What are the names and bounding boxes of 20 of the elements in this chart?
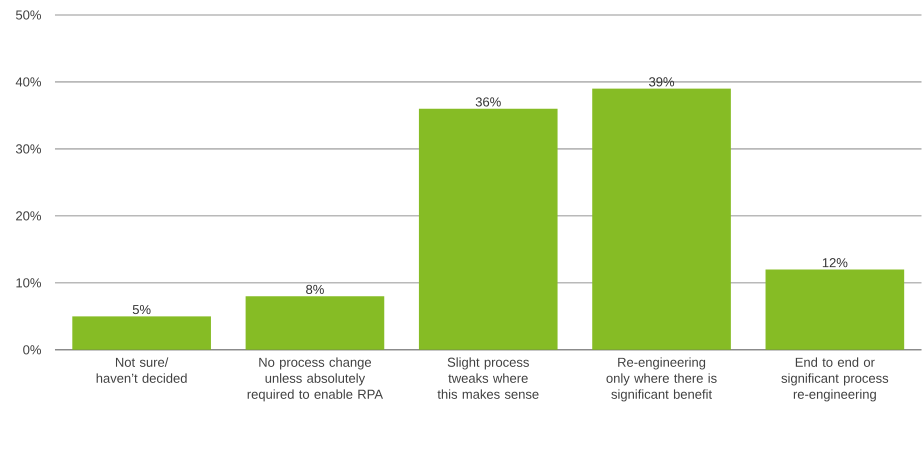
bar xyxy=(766,270,904,350)
data-label: 8% xyxy=(306,284,324,294)
y-tick-label: 50% xyxy=(16,10,41,20)
data-label: 36% xyxy=(476,97,501,107)
y-tick-label: 40% xyxy=(16,77,41,87)
y-tick-label: 0% xyxy=(23,345,41,355)
x-tick-label: Re-engineering only where there is significant benefit xyxy=(606,357,717,402)
x-tick-label: Slight process tweaks where this makes sense xyxy=(438,357,539,399)
data-label: 12% xyxy=(822,258,848,268)
bar xyxy=(72,316,211,350)
bar xyxy=(246,296,384,350)
x-tick-label: Not sure/ haven’t decided xyxy=(96,357,187,383)
y-tick-label: 30% xyxy=(16,144,41,154)
y-tick-label: 20% xyxy=(16,211,41,221)
x-tick-label: End to end or significant process re-engineering xyxy=(781,357,888,402)
y-tick-label: 10% xyxy=(16,278,41,288)
bar xyxy=(418,108,558,350)
bar xyxy=(592,88,731,350)
data-label: 5% xyxy=(132,305,151,314)
x-tick-label: No process change unless absolutely required to enable RPA xyxy=(248,357,384,402)
